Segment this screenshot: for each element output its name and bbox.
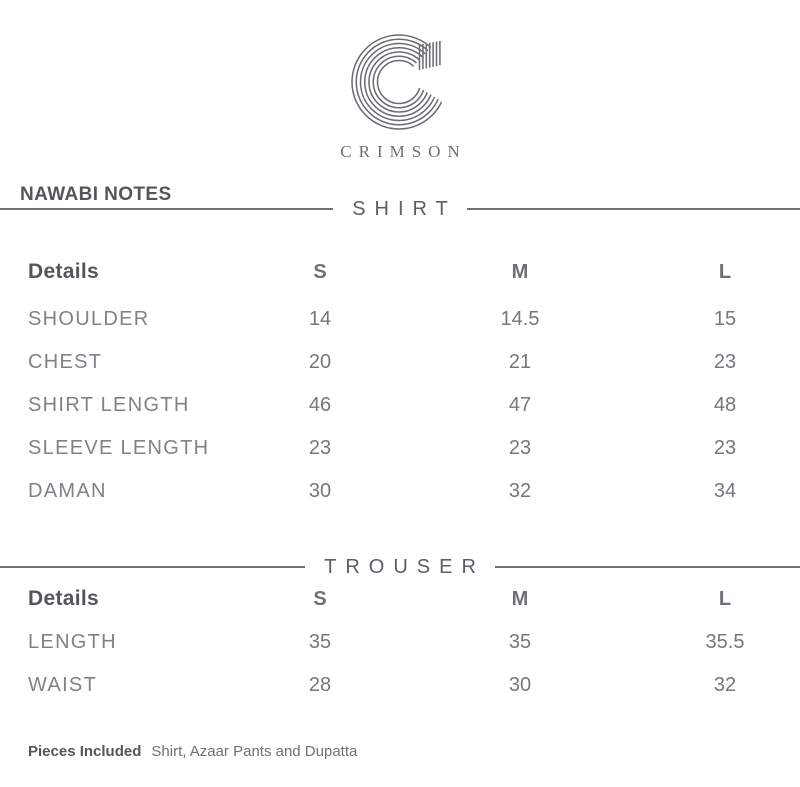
table-row: SHOULDER 14 14.5 15	[0, 298, 800, 341]
details-column-header: Details	[28, 587, 99, 610]
measurement-label: LENGTH	[28, 631, 117, 653]
size-column-header: M	[511, 587, 529, 610]
measurement-label: SHIRT LENGTH	[28, 394, 190, 416]
table-header-row: Details S M L	[0, 581, 800, 617]
brand-logo-block: CRIMSON	[0, 0, 800, 162]
measurement-label: DAMAN	[28, 480, 107, 502]
measurement-label: WAIST	[28, 674, 98, 696]
measurement-value: 34	[713, 480, 737, 502]
trouser-section-header: TROUSER	[0, 553, 800, 581]
measurement-value: 21	[508, 351, 532, 373]
measurement-value: 20	[308, 351, 332, 373]
table-row: CHEST 20 21 23	[0, 341, 800, 384]
measurement-value: 30	[508, 674, 532, 696]
measurement-value: 32	[508, 480, 532, 502]
crimson-c-logo-icon	[351, 34, 456, 130]
shirt-size-table: Details S M L SHOULDER 14 14.5 15 CHEST 20 21 23 SHI…	[0, 251, 800, 513]
measurement-value: 46	[308, 394, 332, 416]
measurement-value: 47	[508, 394, 532, 416]
measurement-value: 23	[308, 437, 332, 459]
measurement-value: 15	[713, 308, 737, 330]
trouser-size-table: Details S M L LENGTH 35 35 35.5 WAIST 28 30 32	[0, 581, 800, 707]
pieces-included-text: Shirt, Azaar Pants and Dupatta	[151, 743, 358, 760]
trouser-section-title: TROUSER	[324, 555, 485, 578]
shirt-divider: SHIRT	[0, 195, 800, 223]
measurement-value: 23	[508, 437, 532, 459]
measurement-value: 35	[508, 631, 532, 653]
pieces-included-label: Pieces Included	[28, 743, 142, 760]
trouser-divider: TROUSER	[0, 553, 800, 581]
measurement-value: 35.5	[705, 631, 745, 653]
table-header-row: Details S M L	[0, 251, 800, 293]
table-row: DAMAN 30 32 34	[0, 470, 800, 513]
measurement-label: CHEST	[28, 351, 103, 373]
divider-line-right	[494, 566, 800, 568]
measurement-value: 35	[308, 631, 332, 653]
measurement-value: 23	[713, 437, 737, 459]
measurement-value: 32	[713, 674, 737, 696]
table-row: SLEEVE LENGTH 23 23 23	[0, 427, 800, 470]
collection-name: NAWABI NOTES	[20, 184, 172, 205]
measurement-label: SHOULDER	[28, 308, 150, 330]
table-row: WAIST 28 30 32	[0, 664, 800, 707]
divider-line-left	[0, 566, 306, 568]
measurement-value: 48	[713, 394, 737, 416]
measurement-value: 23	[713, 351, 737, 373]
shirt-section-header: NAWABI NOTES SHIRT	[0, 184, 800, 223]
divider-line-left	[0, 208, 334, 210]
measurement-label: SLEEVE LENGTH	[28, 437, 210, 459]
brand-name: CRIMSON	[340, 142, 467, 161]
measurement-value: 14.5	[500, 308, 540, 330]
measurement-value: 28	[308, 674, 332, 696]
size-column-header: S	[313, 587, 327, 610]
size-column-header: M	[511, 260, 529, 283]
pieces-included-note: Pieces Included Shirt, Azaar Pants and Du…	[0, 743, 800, 760]
measurement-value: 30	[308, 480, 332, 502]
table-row: LENGTH 35 35 35.5	[0, 621, 800, 664]
table-row: SHIRT LENGTH 46 47 48	[0, 384, 800, 427]
divider-line-right	[466, 208, 800, 210]
size-column-header: L	[718, 260, 732, 283]
details-column-header: Details	[28, 260, 99, 283]
shirt-section-title: SHIRT	[352, 197, 457, 220]
size-column-header: S	[313, 260, 327, 283]
measurement-value: 14	[308, 308, 332, 330]
size-column-header: L	[718, 587, 732, 610]
